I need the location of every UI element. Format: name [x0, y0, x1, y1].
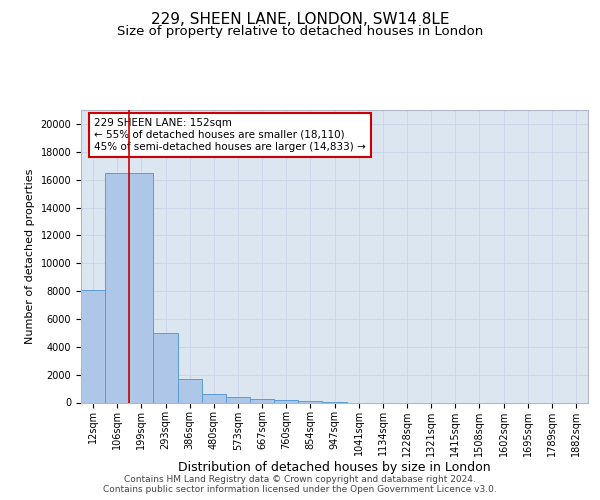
- Bar: [250, 400, 274, 402]
- Text: 229, SHEEN LANE, LONDON, SW14 8LE: 229, SHEEN LANE, LONDON, SW14 8LE: [151, 12, 449, 28]
- Bar: [298, 401, 322, 402]
- Bar: [202, 394, 226, 402]
- Text: Contains HM Land Registry data © Crown copyright and database right 2024.
Contai: Contains HM Land Registry data © Crown c…: [103, 474, 497, 494]
- Text: Size of property relative to detached houses in London: Size of property relative to detached ho…: [117, 25, 483, 38]
- Bar: [226, 397, 250, 402]
- Bar: [129, 172, 154, 402]
- Bar: [105, 172, 129, 402]
- Bar: [154, 333, 178, 402]
- Bar: [274, 400, 298, 402]
- Text: 229 SHEEN LANE: 152sqm
← 55% of detached houses are smaller (18,110)
45% of semi: 229 SHEEN LANE: 152sqm ← 55% of detached…: [94, 118, 366, 152]
- Bar: [178, 379, 202, 402]
- X-axis label: Distribution of detached houses by size in London: Distribution of detached houses by size …: [178, 461, 491, 474]
- Y-axis label: Number of detached properties: Number of detached properties: [25, 168, 35, 344]
- Bar: [81, 290, 105, 403]
